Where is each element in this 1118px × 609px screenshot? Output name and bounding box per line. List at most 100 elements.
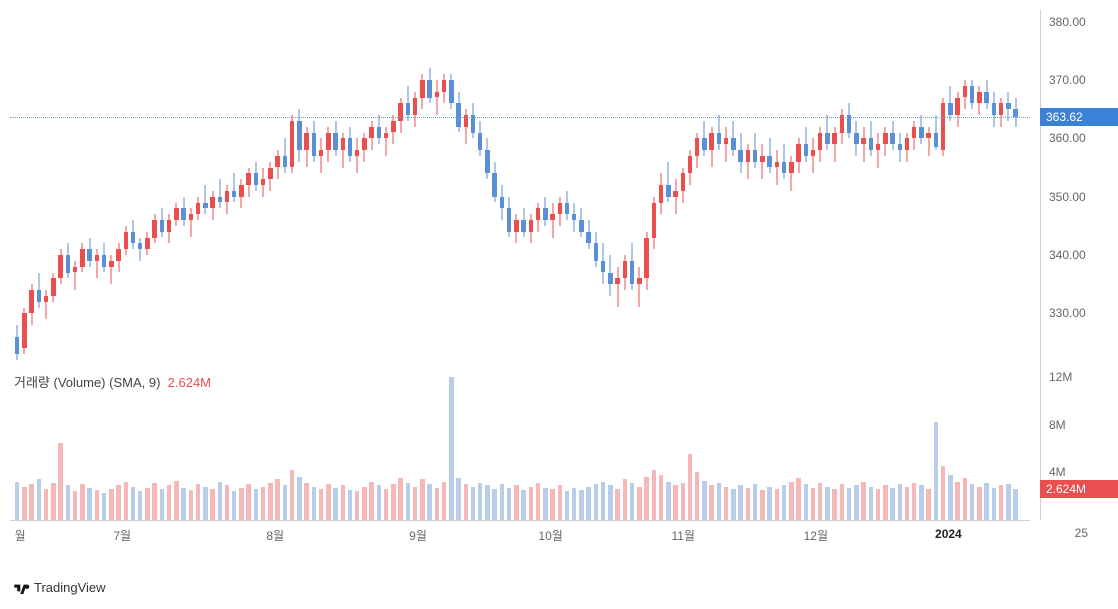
ytick-price: 330.00 — [1049, 306, 1086, 320]
candle — [464, 10, 468, 360]
candle — [746, 10, 750, 360]
candle — [261, 10, 265, 360]
volume-bar — [724, 487, 728, 520]
xtick: 9월 — [409, 527, 427, 544]
volume-title: 거래량 (Volume) (SMA, 9) 2.624M — [14, 372, 211, 391]
volume-bar — [717, 483, 721, 520]
candle — [934, 10, 938, 360]
candle — [391, 10, 395, 360]
candle — [984, 10, 988, 360]
candle — [890, 10, 894, 360]
candle — [232, 10, 236, 360]
candle — [840, 10, 844, 360]
volume-bar — [355, 491, 359, 520]
xtick: 월 — [15, 527, 26, 544]
candle — [955, 10, 959, 360]
volume-bar — [818, 483, 822, 520]
candle — [536, 10, 540, 360]
volume-bar — [869, 487, 873, 520]
volume-bar — [37, 479, 41, 520]
volume-bar — [536, 483, 540, 520]
volume-bar — [608, 485, 612, 520]
volume-bar — [427, 484, 431, 520]
volume-bar — [391, 484, 395, 520]
volume-bar — [709, 485, 713, 520]
volume-bar — [492, 489, 496, 520]
volume-bar — [297, 477, 301, 520]
volume-bar — [1013, 489, 1017, 520]
volume-bar — [239, 488, 243, 520]
volume-bar — [955, 482, 959, 520]
volume-bar — [652, 470, 656, 520]
candle — [847, 10, 851, 360]
candle — [550, 10, 554, 360]
candle — [731, 10, 735, 360]
volume-bar — [753, 484, 757, 520]
candle — [507, 10, 511, 360]
volume-bar — [80, 484, 84, 520]
volume-bar — [948, 475, 952, 520]
volume-bar — [702, 481, 706, 520]
candle — [709, 10, 713, 360]
volume-bar — [420, 479, 424, 520]
ytick-price: 360.00 — [1049, 131, 1086, 145]
volume-bar — [782, 485, 786, 520]
candle — [218, 10, 222, 360]
candle — [804, 10, 808, 360]
volume-bar — [232, 491, 236, 520]
candle — [586, 10, 590, 360]
candle — [406, 10, 410, 360]
price-chart[interactable] — [10, 10, 1030, 360]
candle — [333, 10, 337, 360]
candle — [579, 10, 583, 360]
candle — [275, 10, 279, 360]
candle — [362, 10, 366, 360]
volume-bar — [261, 487, 265, 520]
candle — [521, 10, 525, 360]
volume-bar — [644, 477, 648, 520]
candle — [492, 10, 496, 360]
tradingview-logo-icon — [14, 582, 30, 594]
volume-bar — [196, 484, 200, 520]
volume-bar — [167, 485, 171, 520]
volume-bar — [731, 489, 735, 520]
candle — [66, 10, 70, 360]
volume-bar — [615, 489, 619, 520]
candle — [529, 10, 533, 360]
volume-bar — [898, 484, 902, 520]
candle — [854, 10, 858, 360]
candle — [977, 10, 981, 360]
volume-bar — [449, 377, 453, 520]
candle — [688, 10, 692, 360]
volume-bar — [116, 485, 120, 520]
volume-bar — [594, 484, 598, 520]
volume-bar — [246, 484, 250, 520]
candle — [73, 10, 77, 360]
volume-bar — [44, 489, 48, 520]
candle — [398, 10, 402, 360]
candle — [673, 10, 677, 360]
volume-bar — [934, 422, 938, 520]
volume-bar — [290, 470, 294, 520]
candle — [420, 10, 424, 360]
candle — [442, 10, 446, 360]
candle — [203, 10, 207, 360]
volume-bar — [312, 487, 316, 520]
candle — [377, 10, 381, 360]
volume-bar — [435, 488, 439, 520]
candle — [239, 10, 243, 360]
volume-bar — [304, 483, 308, 520]
volume-bar — [22, 487, 26, 520]
volume-bar — [362, 487, 366, 520]
ytick-price: 380.00 — [1049, 15, 1086, 29]
candle — [181, 10, 185, 360]
volume-bar — [485, 485, 489, 520]
current-price-line — [10, 117, 1030, 118]
volume-bar — [977, 487, 981, 520]
candle — [478, 10, 482, 360]
volume-bar — [984, 483, 988, 520]
volume-bar — [601, 482, 605, 520]
volume-bar — [825, 487, 829, 520]
volume-bar — [73, 491, 77, 520]
volume-bar — [840, 484, 844, 520]
